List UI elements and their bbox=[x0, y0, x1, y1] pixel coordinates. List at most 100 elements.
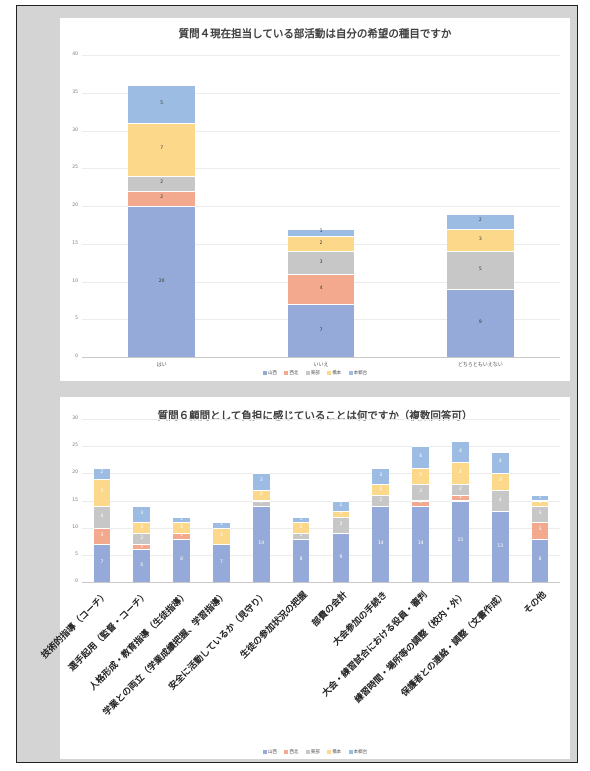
bar-segment bbox=[292, 538, 310, 582]
figure-frame: 質問４現在担当している部活動は自分の希望の種目ですか 0 5 10 15 20 25 30 3… bbox=[16, 5, 578, 763]
data-label: 2 bbox=[339, 502, 343, 508]
bar-segment bbox=[173, 522, 190, 534]
bar-segment bbox=[287, 236, 355, 252]
bar-segment bbox=[292, 516, 310, 523]
legend-item: 橋本 bbox=[327, 370, 341, 376]
data-label: 2 bbox=[100, 470, 104, 476]
gridline bbox=[82, 446, 560, 448]
data-label: 3 bbox=[319, 259, 323, 265]
legend-item: 本郷台 bbox=[348, 749, 367, 755]
bar-segment bbox=[491, 511, 509, 582]
data-label: 1 bbox=[259, 500, 263, 506]
bar-segment bbox=[213, 543, 230, 582]
data-label: 2 bbox=[259, 492, 263, 498]
bar-segment bbox=[446, 289, 514, 357]
y-tick-label: 10 bbox=[72, 278, 78, 284]
data-label: 2 bbox=[160, 180, 164, 186]
data-label: 2 bbox=[458, 486, 462, 492]
data-label: 4 bbox=[498, 497, 502, 503]
x-category-label: 人格形成・教育指導（生徒指導） bbox=[87, 590, 191, 693]
bar-segment bbox=[446, 213, 514, 229]
bar-segment bbox=[128, 175, 196, 191]
bar-segment bbox=[128, 206, 196, 357]
bar-segment bbox=[491, 489, 509, 512]
bar-segment bbox=[292, 522, 310, 534]
bar-segment bbox=[93, 467, 111, 479]
bar-segment bbox=[128, 122, 196, 176]
bar-segment bbox=[252, 489, 270, 501]
chart-title: 質問６顧問として負担に感じていることは何ですか（複数回答可） bbox=[157, 410, 473, 422]
data-label: 13 bbox=[497, 543, 504, 549]
x-category-label: はい bbox=[156, 362, 167, 368]
bar-segment bbox=[412, 505, 429, 582]
data-label: 1 bbox=[219, 521, 223, 527]
x-category-label: 保護者との連絡・調整（文書作成） bbox=[400, 590, 509, 699]
bar-segment bbox=[412, 484, 429, 501]
gridline bbox=[82, 168, 560, 170]
bar-segment bbox=[133, 533, 151, 544]
legend-item: 本郷台 bbox=[348, 370, 367, 376]
gridline bbox=[82, 55, 560, 56]
bar-segment bbox=[332, 500, 350, 512]
bar-segment bbox=[332, 511, 350, 517]
data-label: 2 bbox=[379, 497, 383, 503]
x-category-label: 大会参加の手続き bbox=[331, 590, 390, 649]
data-label: 2 bbox=[140, 524, 144, 530]
legend-item: 橋本 bbox=[327, 749, 341, 755]
bar-segment bbox=[252, 473, 270, 490]
bar-segment bbox=[452, 440, 469, 463]
bar-segment bbox=[287, 228, 355, 237]
data-label: 3 bbox=[538, 527, 542, 533]
bar-segment bbox=[452, 495, 469, 501]
legend-item: 山西 bbox=[262, 370, 277, 376]
bar-segment bbox=[213, 522, 230, 528]
bar-segment bbox=[287, 251, 355, 274]
data-label: 3 bbox=[419, 473, 423, 479]
y-tick-label: 35 bbox=[72, 89, 78, 95]
bar-segment bbox=[531, 505, 549, 523]
bar-segment bbox=[412, 446, 429, 468]
x-category-label: その他 bbox=[522, 590, 549, 617]
bar-segment bbox=[446, 228, 514, 252]
bar-segment bbox=[213, 527, 230, 544]
data-label: 1 bbox=[299, 516, 303, 522]
data-label: 4 bbox=[319, 286, 323, 292]
bar-segment bbox=[452, 484, 469, 496]
bar-segment bbox=[133, 522, 151, 534]
y-tick-label: 20 bbox=[72, 470, 78, 476]
data-label: 7 bbox=[219, 559, 223, 565]
data-label: 7 bbox=[100, 559, 104, 565]
data-label: 1 bbox=[319, 229, 323, 235]
bar-segment bbox=[287, 273, 355, 305]
y-tick-label: 30 bbox=[72, 416, 78, 421]
data-label: 1 bbox=[538, 494, 542, 500]
y-tick-label: 0 bbox=[75, 354, 78, 359]
x-category-label: 部費の会計 bbox=[310, 590, 350, 629]
data-label: 3 bbox=[538, 511, 542, 517]
bar-segment bbox=[332, 516, 350, 534]
data-label: 20 bbox=[158, 278, 165, 284]
bar-segment bbox=[93, 527, 111, 544]
bar-segment bbox=[372, 495, 390, 506]
gridline bbox=[82, 500, 560, 502]
bar-segment bbox=[93, 543, 111, 582]
data-label: 6 bbox=[140, 562, 144, 568]
bar-segment bbox=[93, 478, 111, 506]
bar-segment bbox=[133, 505, 151, 523]
y-tick-label: 20 bbox=[72, 203, 78, 208]
legend-item: 東部 bbox=[305, 749, 320, 755]
y-tick-label: 15 bbox=[72, 497, 78, 503]
data-label: 2 bbox=[180, 524, 184, 530]
data-label: 2 bbox=[140, 535, 144, 541]
data-label: 3 bbox=[419, 489, 423, 495]
gridline bbox=[82, 582, 560, 583]
bar-segment bbox=[531, 500, 549, 506]
data-label: 1 bbox=[458, 494, 462, 500]
data-label: 4 bbox=[498, 459, 502, 465]
data-label: 3 bbox=[498, 478, 502, 484]
gridline bbox=[82, 473, 560, 475]
data-label: 3 bbox=[219, 532, 223, 538]
x-category-label: 大会・練習試合における役員・審判 bbox=[320, 590, 430, 699]
data-label: 1 bbox=[180, 516, 184, 522]
data-label: 2 bbox=[379, 486, 383, 492]
